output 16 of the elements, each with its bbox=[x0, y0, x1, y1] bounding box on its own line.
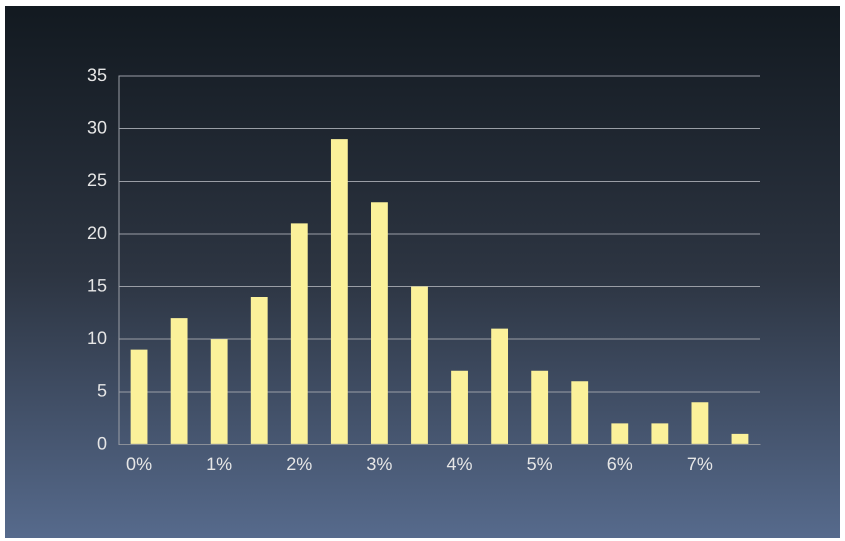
y-tick-label: 0 bbox=[97, 433, 108, 454]
y-tick-label: 25 bbox=[86, 170, 108, 190]
y-tick-label: 20 bbox=[86, 222, 108, 243]
y-tick-label: 5 bbox=[97, 380, 108, 401]
x-tick-label: 1% bbox=[206, 454, 232, 474]
x-tick-label: 3% bbox=[366, 454, 392, 474]
y-tick-label: 10 bbox=[86, 328, 108, 348]
x-tick-label: 2% bbox=[286, 454, 312, 474]
y-tick-label: 35 bbox=[86, 64, 108, 85]
y-tick-label: 30 bbox=[86, 118, 108, 138]
x-tick-label: 5% bbox=[526, 454, 553, 474]
x-tick-label: 7% bbox=[686, 454, 713, 474]
x-tick-label: 0% bbox=[126, 454, 152, 474]
y-tick-label: 15 bbox=[86, 275, 108, 296]
x-tick-label: 6% bbox=[606, 454, 633, 474]
x-tick-label: 4% bbox=[446, 454, 473, 474]
